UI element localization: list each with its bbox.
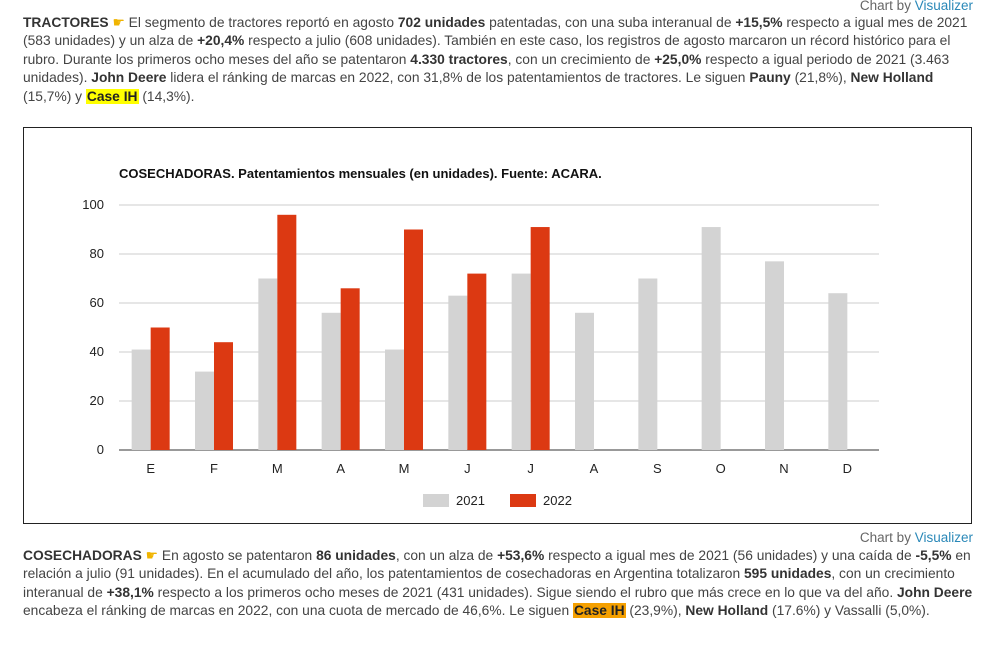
y-tick-label: 40 xyxy=(90,344,104,359)
x-tick-label: D xyxy=(843,461,852,476)
x-tick-label: J xyxy=(464,461,471,476)
pointing-hand-icon: ☛ xyxy=(112,15,125,30)
bar-2021-8[interactable] xyxy=(575,312,594,450)
bar-2022-5[interactable] xyxy=(404,229,423,451)
bar-2021-6[interactable] xyxy=(448,295,468,450)
bar-2021-7[interactable] xyxy=(511,273,531,450)
chart-credit-prefix: Chart by xyxy=(859,0,911,13)
x-tick-label: A xyxy=(336,461,345,476)
cosechadoras-bar-chart: COSECHADORAS. Patentamientos mensuales (… xyxy=(82,166,879,508)
chart-credit-bottom: Chart by Visualizer xyxy=(860,530,973,545)
bar-2022-2[interactable] xyxy=(214,342,233,450)
chart-credit-prefix: Chart by xyxy=(859,530,911,545)
case-ih-highlight: Case IH xyxy=(572,603,626,619)
pointing-hand-icon: ☛ xyxy=(145,548,159,563)
bar-2021-4[interactable] xyxy=(321,312,341,450)
legend-swatch-2021 xyxy=(423,494,449,507)
x-tick-label: A xyxy=(590,461,599,476)
tractores-heading: TRACTORES xyxy=(23,15,109,30)
bar-2021-9[interactable] xyxy=(638,278,658,451)
x-tick-label: M xyxy=(399,461,410,476)
y-tick-label: 0 xyxy=(97,442,104,457)
legend-label: 2021 xyxy=(456,493,485,508)
bar-2022-3[interactable] xyxy=(277,214,297,450)
cosechadoras-paragraph: COSECHADORAS ☛ En agosto se patentaron 8… xyxy=(23,548,973,619)
chart-title: COSECHADORAS. Patentamientos mensuales (… xyxy=(119,166,602,181)
bar-2021-3[interactable] xyxy=(258,278,278,451)
legend-swatch-2022 xyxy=(510,494,536,507)
case-ih-highlight: Case IH xyxy=(85,88,139,104)
x-tick-label: F xyxy=(210,461,218,476)
visualizer-link[interactable]: Visualizer xyxy=(914,0,973,13)
chart-credit-top: Chart by Visualizer xyxy=(860,0,973,13)
bar-2022-1[interactable] xyxy=(150,327,170,451)
chart-container: COSECHADORAS. Patentamientos mensuales (… xyxy=(23,127,972,524)
bar-2022-4[interactable] xyxy=(340,288,360,450)
x-tick-label: E xyxy=(146,461,155,476)
bar-2021-12[interactable] xyxy=(828,293,848,450)
bar-2021-11[interactable] xyxy=(765,261,784,450)
x-tick-label: M xyxy=(272,461,283,476)
y-tick-label: 100 xyxy=(82,197,104,212)
bar-2021-2[interactable] xyxy=(195,371,214,450)
x-tick-label: N xyxy=(779,461,788,476)
visualizer-link[interactable]: Visualizer xyxy=(914,530,973,545)
bar-2021-1[interactable] xyxy=(131,349,151,450)
tractores-paragraph: TRACTORES ☛ El segmento de tractores rep… xyxy=(23,15,968,104)
y-tick-label: 20 xyxy=(90,393,104,408)
bar-2021-10[interactable] xyxy=(701,227,721,450)
x-tick-label: J xyxy=(527,461,534,476)
y-tick-label: 80 xyxy=(90,246,104,261)
cosechadoras-heading: COSECHADORAS xyxy=(23,548,142,563)
y-tick-label: 60 xyxy=(90,295,104,310)
bar-2021-5[interactable] xyxy=(385,349,404,450)
x-tick-label: O xyxy=(716,461,726,476)
legend-label: 2022 xyxy=(543,493,572,508)
bar-2022-6[interactable] xyxy=(467,273,487,450)
x-tick-label: S xyxy=(653,461,662,476)
bar-2022-7[interactable] xyxy=(530,227,550,450)
